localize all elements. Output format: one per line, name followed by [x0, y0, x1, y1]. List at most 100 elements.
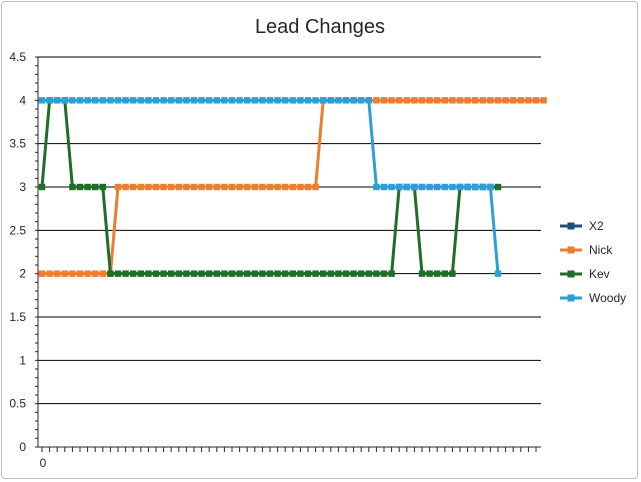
data-point	[152, 183, 160, 191]
data-point	[380, 183, 388, 191]
data-point	[517, 97, 524, 104]
y-tick-label: 2.5	[9, 223, 26, 237]
data-point	[61, 97, 68, 104]
data-point	[494, 183, 502, 191]
data-point	[236, 97, 243, 104]
data-point	[426, 183, 433, 191]
data-point	[38, 270, 46, 277]
data-point	[92, 183, 99, 191]
data-point	[449, 97, 456, 104]
data-point	[251, 183, 258, 191]
legend-marker	[567, 294, 575, 302]
data-point	[54, 97, 61, 104]
data-point	[228, 270, 236, 277]
legend-item-woody: Woody	[560, 291, 626, 305]
legend-label: Woody	[589, 291, 626, 305]
data-point	[244, 97, 251, 104]
data-point	[487, 97, 494, 104]
data-point	[46, 97, 53, 104]
data-point	[183, 183, 190, 191]
data-point	[99, 183, 106, 191]
y-axis-ticks: 0 0.5 1 1.5 2 2.5 3 3.5 4 4.5	[9, 50, 39, 454]
data-point	[312, 270, 319, 277]
data-point	[206, 97, 213, 104]
data-point	[114, 183, 122, 191]
data-point	[38, 97, 46, 104]
data-point	[388, 97, 395, 104]
data-point	[494, 270, 502, 277]
data-point	[342, 270, 350, 277]
data-point	[221, 183, 228, 191]
y-tick-label: 0.5	[9, 397, 26, 411]
data-point	[84, 97, 91, 104]
data-point	[160, 183, 167, 191]
data-point	[365, 270, 372, 277]
data-point	[365, 97, 372, 104]
data-point	[274, 183, 281, 191]
data-point	[228, 183, 236, 191]
y-tick-label: 4.5	[9, 50, 26, 64]
data-point	[510, 97, 517, 104]
data-point	[274, 270, 281, 277]
data-point	[38, 183, 46, 191]
legend-marker	[567, 270, 575, 278]
data-point	[259, 97, 266, 104]
data-point	[198, 97, 205, 104]
data-point	[236, 270, 243, 277]
data-point	[175, 270, 182, 277]
data-point	[122, 97, 129, 104]
data-point	[487, 183, 494, 191]
data-point	[251, 270, 258, 277]
data-point	[145, 183, 152, 191]
data-point	[69, 270, 76, 277]
data-point	[388, 270, 395, 277]
data-point	[380, 97, 388, 104]
data-point	[190, 97, 198, 104]
data-point	[403, 97, 410, 104]
data-point	[259, 270, 266, 277]
data-point	[335, 270, 342, 277]
y-tick-label: 3.5	[9, 137, 26, 151]
data-point	[76, 270, 84, 277]
data-point	[358, 270, 365, 277]
data-point	[251, 97, 258, 104]
data-point	[320, 97, 327, 104]
data-point	[244, 183, 251, 191]
data-point	[426, 97, 433, 104]
y-tick-label: 0	[19, 440, 26, 454]
data-point	[137, 97, 144, 104]
data-point	[282, 97, 289, 104]
legend-marker	[567, 246, 575, 254]
data-point	[320, 270, 327, 277]
data-point	[304, 97, 312, 104]
data-point	[175, 97, 182, 104]
legend-marker	[567, 222, 575, 230]
y-tick-label: 3	[19, 180, 26, 194]
data-point	[198, 270, 205, 277]
data-point	[441, 183, 448, 191]
data-point	[137, 270, 144, 277]
data-point	[297, 270, 304, 277]
x-tick-label: 0	[40, 456, 47, 470]
y-tick-label: 1	[19, 353, 26, 367]
data-point	[130, 183, 137, 191]
data-point	[403, 183, 410, 191]
data-point	[304, 270, 312, 277]
data-point	[114, 97, 122, 104]
data-point	[456, 183, 464, 191]
data-point	[46, 270, 53, 277]
data-point	[206, 270, 213, 277]
data-point	[213, 270, 220, 277]
data-point	[327, 97, 334, 104]
data-point	[479, 97, 486, 104]
data-point	[418, 183, 426, 191]
data-point	[92, 97, 99, 104]
data-point	[152, 97, 160, 104]
y-tick-label: 1.5	[9, 310, 26, 324]
data-point	[61, 270, 68, 277]
data-point	[69, 97, 76, 104]
data-point	[350, 97, 357, 104]
series-lines	[38, 97, 547, 277]
